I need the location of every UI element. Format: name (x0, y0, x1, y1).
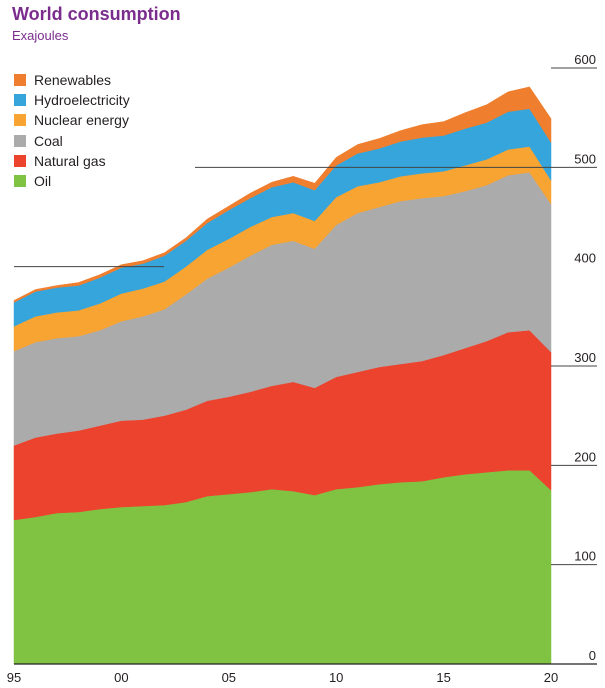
legend-item-oil: Oil (14, 171, 130, 191)
legend-item-nuclear-energy: Nuclear energy (14, 110, 130, 130)
legend-label: Natural gas (34, 152, 106, 169)
legend-swatch (14, 175, 26, 188)
x-tick-label: 95 (7, 670, 21, 685)
chart-title: World consumption (12, 4, 181, 24)
legend-label: Coal (34, 132, 63, 149)
y-tick-label: 200 (574, 449, 596, 464)
legend-item-coal: Coal (14, 131, 130, 151)
legend-label: Hydroelectricity (34, 92, 130, 109)
legend-item-natural-gas: Natural gas (14, 151, 130, 171)
x-tick-label: 15 (436, 670, 450, 685)
legend-swatch (14, 134, 26, 147)
legend-item-hydroelectricity: Hydroelectricity (14, 90, 130, 110)
x-tick-label: 10 (329, 670, 343, 685)
legend-swatch (14, 94, 26, 107)
legend-swatch (14, 154, 26, 167)
legend-label: Renewables (34, 72, 112, 89)
chart-subtitle: Exajoules (12, 28, 69, 43)
legend-label: Nuclear energy (34, 112, 129, 129)
area-renewables (13, 86, 552, 303)
y-tick-label: 100 (574, 549, 596, 564)
y-tick-label: 600 (574, 52, 596, 67)
legend-swatch (14, 74, 26, 87)
y-tick-label: 400 (574, 251, 596, 266)
y-tick-label: 0 (589, 648, 596, 663)
legend-item-renewables: Renewables (14, 70, 130, 90)
legend-label: Oil (34, 173, 52, 190)
chart-legend: Renewables Hydroelectricity Nuclear energy… (14, 70, 130, 191)
x-tick-label: 05 (222, 670, 236, 685)
y-tick-label: 300 (574, 350, 596, 365)
legend-swatch (14, 114, 26, 127)
y-tick-label: 500 (574, 151, 596, 166)
x-tick-label: 20 (544, 670, 558, 685)
x-tick-label: 00 (114, 670, 128, 685)
area-series-group (13, 86, 552, 665)
